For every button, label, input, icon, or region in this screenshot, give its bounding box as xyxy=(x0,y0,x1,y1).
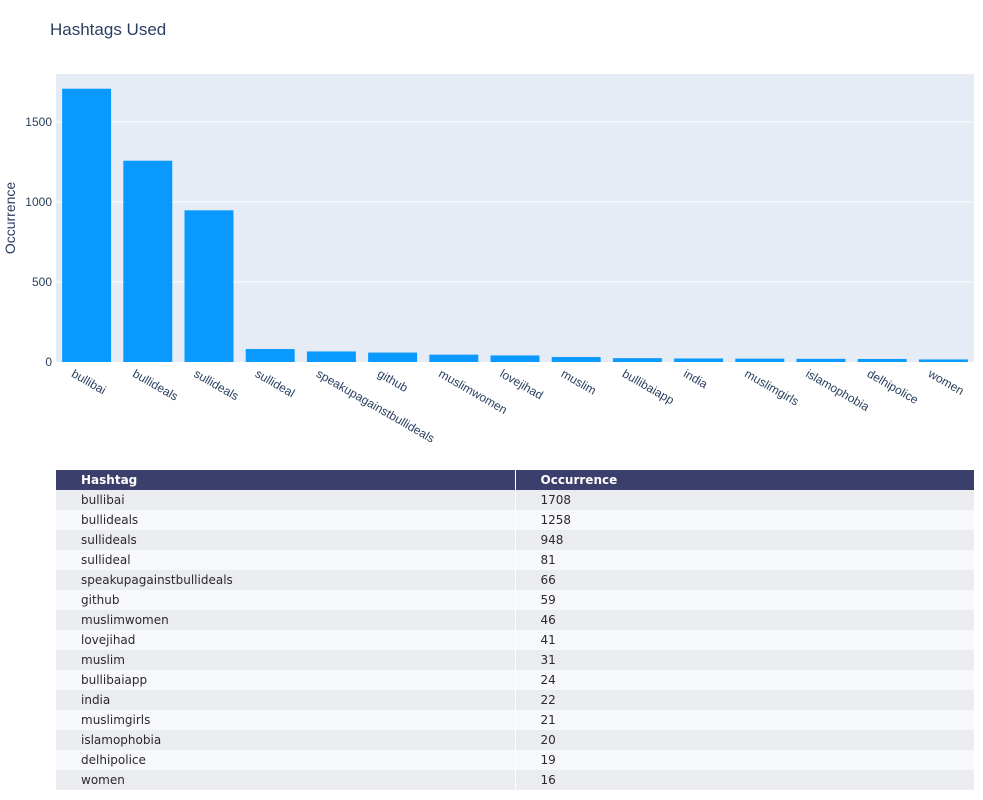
y-tick-label: 1000 xyxy=(25,195,52,209)
cell-occurrence: 1258 xyxy=(514,510,974,530)
x-tick-label: muslimwomen xyxy=(436,366,509,416)
x-tick-label: bullibai xyxy=(69,366,108,397)
x-tick-label: muslimgirls xyxy=(742,366,801,408)
bar-delhipolice[interactable] xyxy=(857,358,907,362)
x-tick-label: delhipolice xyxy=(865,366,921,407)
cell-occurrence: 19 xyxy=(514,750,974,770)
bar-islamophobia[interactable] xyxy=(796,358,846,362)
y-tick-labels: 0 500 1000 1500 xyxy=(25,115,52,369)
table-row: women 16 xyxy=(56,770,974,790)
cell-occurrence: 31 xyxy=(514,650,974,670)
bars xyxy=(62,88,968,362)
cell-hashtag: bullibai xyxy=(56,490,515,510)
bar-india[interactable] xyxy=(674,358,724,362)
cell-occurrence: 1708 xyxy=(514,490,974,510)
cell-hashtag: india xyxy=(56,690,515,710)
cell-hashtag: bullideals xyxy=(56,510,515,530)
cell-hashtag: women xyxy=(56,770,515,790)
bar-muslim[interactable] xyxy=(551,357,601,362)
x-tick-label: muslim xyxy=(559,366,599,397)
column-header-occurrence: Occurrence xyxy=(514,470,974,490)
table-row: delhipolice 19 xyxy=(56,750,974,770)
bar-lovejihad[interactable] xyxy=(490,355,540,362)
y-tick-label: 1500 xyxy=(25,115,52,129)
cell-hashtag: bullibaiapp xyxy=(56,670,515,690)
bar-speakupagainstbullideals[interactable] xyxy=(306,351,356,362)
x-tick-label: bullibaiapp xyxy=(620,366,677,407)
bar-muslimgirls[interactable] xyxy=(735,358,785,362)
table-row: bullibai 1708 xyxy=(56,490,974,510)
table-row: muslim 31 xyxy=(56,650,974,670)
chart-title: Hashtags Used xyxy=(50,20,167,39)
table-row: muslimgirls 21 xyxy=(56,710,974,730)
table-row: lovejihad 41 xyxy=(56,630,974,650)
cell-occurrence: 66 xyxy=(514,570,974,590)
x-tick-label: sullideal xyxy=(253,366,298,400)
cell-hashtag: delhipolice xyxy=(56,750,515,770)
cell-occurrence: 24 xyxy=(514,670,974,690)
x-tick-label: india xyxy=(681,366,710,391)
bar-chart: 0 500 1000 1500 bullibai bullideals sullideal… xyxy=(2,74,974,446)
cell-hashtag: islamophobia xyxy=(56,730,515,750)
cell-occurrence: 20 xyxy=(514,730,974,750)
cell-hashtag: sullideals xyxy=(56,530,515,550)
y-tick-label: 0 xyxy=(45,355,52,369)
x-tick-label: github xyxy=(375,366,411,395)
table-row: github 59 xyxy=(56,590,974,610)
bar-muslimwomen[interactable] xyxy=(429,354,479,362)
x-tick-label: women xyxy=(925,366,966,398)
cell-hashtag: muslim xyxy=(56,650,515,670)
data-table: Hashtag Occurrence bullibai 1708 bullideal… xyxy=(56,470,974,790)
bar-bullibaiapp[interactable] xyxy=(612,358,662,362)
x-tick-label: lovejihad xyxy=(498,366,546,402)
cell-occurrence: 81 xyxy=(514,550,974,570)
table-row: sullideals 948 xyxy=(56,530,974,550)
bar-sullideal[interactable] xyxy=(245,349,295,362)
column-header-hashtag: Hashtag xyxy=(56,470,515,490)
table-header-row: Hashtag Occurrence xyxy=(56,470,974,490)
table-row: sullideal 81 xyxy=(56,550,974,570)
cell-occurrence: 16 xyxy=(514,770,974,790)
y-tick-label: 500 xyxy=(32,275,52,289)
cell-hashtag: speakupagainstbullideals xyxy=(56,570,515,590)
table-row: muslimwomen 46 xyxy=(56,610,974,630)
bar-bullibai[interactable] xyxy=(62,88,112,362)
cell-occurrence: 22 xyxy=(514,690,974,710)
cell-hashtag: sullideal xyxy=(56,550,515,570)
cell-hashtag: muslimwomen xyxy=(56,610,515,630)
bar-bullideals[interactable] xyxy=(123,160,173,362)
x-tick-label: islamophobia xyxy=(804,366,873,414)
cell-occurrence: 59 xyxy=(514,590,974,610)
cell-hashtag: lovejihad xyxy=(56,630,515,650)
table-row: india 22 xyxy=(56,690,974,710)
bar-sullideals[interactable] xyxy=(184,210,234,362)
x-tick-labels: bullibai bullideals sullideals sullideal spe… xyxy=(69,366,966,446)
table-row: bullibaiapp 24 xyxy=(56,670,974,690)
cell-occurrence: 948 xyxy=(514,530,974,550)
table-row: speakupagainstbullideals 66 xyxy=(56,570,974,590)
table-row: bullideals 1258 xyxy=(56,510,974,530)
bar-women[interactable] xyxy=(918,359,968,362)
cell-occurrence: 41 xyxy=(514,630,974,650)
bar-github[interactable] xyxy=(368,352,418,362)
y-axis-label: Occurrence xyxy=(2,182,18,255)
cell-hashtag: github xyxy=(56,590,515,610)
table-row: islamophobia 20 xyxy=(56,730,974,750)
cell-occurrence: 21 xyxy=(514,710,974,730)
x-tick-label: bullideals xyxy=(130,366,180,403)
cell-hashtag: muslimgirls xyxy=(56,710,515,730)
x-tick-label: sullideals xyxy=(192,366,242,403)
cell-occurrence: 46 xyxy=(514,610,974,630)
